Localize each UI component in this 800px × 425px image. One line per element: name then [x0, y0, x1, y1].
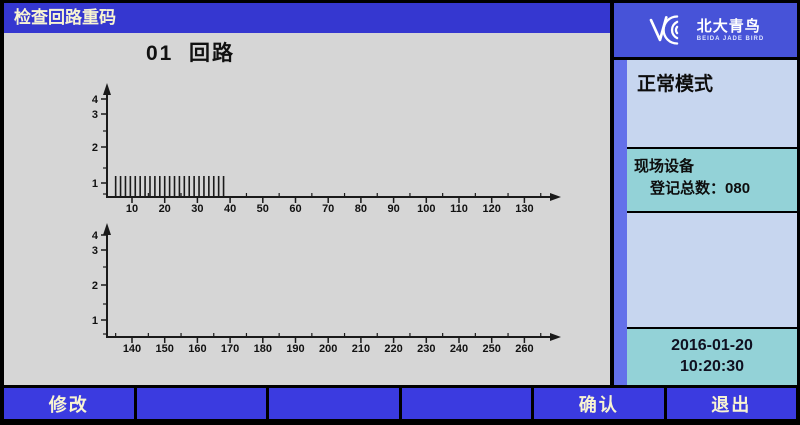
mode-panel: 正常模式 — [627, 60, 797, 147]
softkey-blank-1 — [136, 388, 266, 419]
svg-text:30: 30 — [191, 203, 203, 215]
svg-text:3: 3 — [92, 109, 98, 121]
svg-text:20: 20 — [159, 203, 171, 215]
svg-text:40: 40 — [224, 203, 236, 215]
main-canvas: 01 回路 4 3 2 1 10 20 30 40 50 60 70 80 90 100 110 120 130… — [4, 33, 610, 385]
chart-title: 01 回路 — [146, 42, 236, 65]
svg-text:170: 170 — [221, 343, 239, 355]
svg-text:150: 150 — [156, 343, 174, 355]
brand-name-en: BEIDA JADE BIRD — [696, 35, 765, 42]
svg-text:230: 230 — [417, 343, 435, 355]
svg-text:130: 130 — [515, 203, 533, 215]
device-panel: 现场设备 登记总数：080 — [627, 149, 797, 211]
svg-text:60: 60 — [289, 203, 301, 215]
softkey-confirm[interactable]: 确认 — [534, 388, 664, 419]
svg-text:240: 240 — [450, 343, 468, 355]
svg-text:120: 120 — [483, 203, 501, 215]
svg-text:250: 250 — [483, 343, 501, 355]
device-count-line: 登记总数：080 — [650, 178, 797, 200]
bird-logo-icon — [649, 15, 679, 45]
svg-text:110: 110 — [450, 203, 468, 215]
softkey-exit[interactable]: 退出 — [666, 388, 796, 419]
svg-text:4: 4 — [92, 230, 99, 242]
svg-text:90: 90 — [387, 203, 399, 215]
svg-text:80: 80 — [355, 203, 367, 215]
svg-text:1: 1 — [92, 315, 98, 327]
page-title: 检查回路重码 — [14, 8, 116, 27]
empty-status-panel — [627, 213, 797, 327]
svg-text:2: 2 — [92, 142, 98, 154]
mode-label: 正常模式 — [637, 74, 714, 95]
loop-address-chart-lower: 4 3 2 1 140 150 160 170 180 190 200 210 220 230 240 250… — [92, 223, 561, 355]
device-count-label: 登记总数： — [650, 179, 726, 197]
svg-text:1: 1 — [92, 178, 98, 190]
svg-text:10: 10 — [126, 203, 138, 215]
softkey-modify[interactable]: 修改 — [4, 388, 134, 419]
svg-text:100: 100 — [417, 203, 435, 215]
svg-text:210: 210 — [352, 343, 370, 355]
device-count-value: 080 — [725, 179, 751, 197]
brand-panel: 北大青鸟 BEIDA JADE BIRD — [614, 3, 797, 57]
brand-text: 北大青鸟 BEIDA JADE BIRD — [697, 19, 764, 42]
date-text: 2016-01-20 — [671, 337, 753, 355]
sidebar-accent-strip — [614, 60, 627, 385]
svg-text:140: 140 — [123, 343, 141, 355]
svg-text:2: 2 — [92, 280, 98, 292]
svg-text:200: 200 — [319, 343, 337, 355]
softkey-bar: 修改 确认 退出 — [4, 388, 796, 419]
svg-text:3: 3 — [92, 245, 98, 257]
svg-text:190: 190 — [286, 343, 304, 355]
svg-text:70: 70 — [322, 203, 334, 215]
brand-name-cn: 北大青鸟 — [696, 17, 761, 35]
svg-text:260: 260 — [515, 343, 533, 355]
device-panel-title: 现场设备 — [634, 158, 695, 175]
softkey-blank-2 — [269, 388, 399, 419]
datetime-panel: 2016-01-20 10:20:30 — [627, 329, 797, 385]
title-bar: 检查回路重码 — [4, 3, 610, 33]
time-text: 10:20:30 — [679, 358, 745, 375]
svg-text:220: 220 — [384, 343, 402, 355]
svg-text:4: 4 — [92, 94, 99, 106]
softkey-blank-3 — [401, 388, 531, 419]
svg-text:50: 50 — [257, 203, 269, 215]
svg-text:160: 160 — [188, 343, 206, 355]
svg-text:180: 180 — [254, 343, 272, 355]
